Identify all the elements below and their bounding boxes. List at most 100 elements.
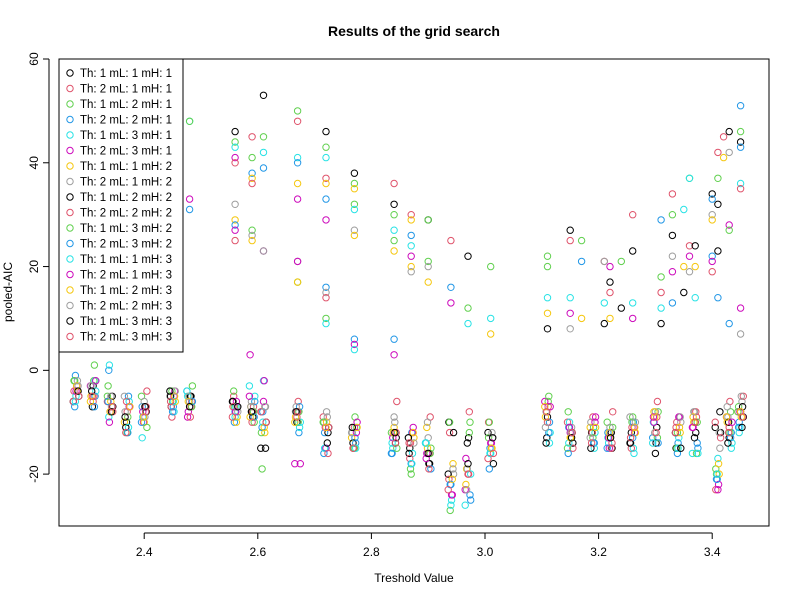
data-point bbox=[693, 418, 701, 426]
legend-label: Th: 1 mL: 3 mH: 2 bbox=[80, 223, 172, 235]
data-point bbox=[350, 205, 359, 214]
data-point bbox=[141, 408, 150, 416]
data-point bbox=[248, 226, 256, 234]
data-point bbox=[734, 423, 743, 432]
data-point bbox=[675, 423, 684, 432]
data-point bbox=[122, 428, 130, 437]
data-point bbox=[465, 428, 473, 437]
data-point bbox=[347, 434, 356, 442]
data-point bbox=[577, 257, 586, 266]
data-point bbox=[606, 278, 614, 286]
data-point bbox=[447, 236, 455, 245]
data-point bbox=[714, 247, 722, 255]
data-point bbox=[171, 397, 180, 406]
data-point bbox=[232, 408, 240, 416]
data-point bbox=[322, 314, 330, 323]
data-point bbox=[322, 294, 330, 302]
data-point bbox=[465, 408, 473, 416]
data-point bbox=[410, 439, 418, 447]
data-point bbox=[591, 423, 600, 432]
data-point bbox=[544, 403, 552, 411]
data-point bbox=[231, 236, 239, 245]
data-point bbox=[231, 200, 239, 209]
data-point bbox=[546, 403, 554, 411]
data-point bbox=[87, 382, 95, 390]
data-point bbox=[725, 319, 733, 328]
legend-marker bbox=[66, 193, 74, 201]
data-point bbox=[407, 216, 415, 224]
data-point bbox=[609, 423, 617, 432]
data-point bbox=[137, 418, 146, 426]
data-point bbox=[407, 268, 415, 276]
data-point bbox=[421, 439, 430, 447]
data-point bbox=[105, 366, 113, 374]
data-point bbox=[728, 439, 736, 447]
legend-label: Th: 2 mL: 3 mH: 2 bbox=[80, 239, 172, 251]
data-point bbox=[248, 179, 256, 188]
data-point bbox=[125, 397, 133, 406]
data-point bbox=[168, 408, 177, 416]
data-point bbox=[714, 174, 722, 183]
data-point bbox=[464, 434, 473, 442]
legend-marker bbox=[66, 224, 74, 232]
data-point bbox=[676, 428, 684, 437]
data-point bbox=[685, 268, 694, 276]
legend-marker bbox=[66, 239, 74, 248]
data-point bbox=[541, 423, 550, 432]
legend-marker bbox=[66, 301, 74, 310]
data-point bbox=[566, 294, 574, 302]
data-point bbox=[736, 138, 745, 146]
data-point bbox=[629, 211, 637, 219]
data-point bbox=[631, 423, 639, 432]
legend-label: Th: 1 mL: 3 mH: 1 bbox=[80, 130, 172, 142]
data-point bbox=[407, 262, 415, 271]
data-point bbox=[708, 211, 716, 219]
data-point bbox=[105, 361, 114, 369]
data-point bbox=[651, 449, 660, 458]
data-point bbox=[390, 247, 398, 255]
data-point bbox=[714, 294, 722, 302]
data-point bbox=[248, 231, 256, 240]
legend-marker bbox=[66, 270, 74, 279]
data-point bbox=[293, 257, 302, 266]
data-point bbox=[75, 392, 83, 400]
data-point bbox=[728, 418, 736, 426]
data-point bbox=[90, 361, 99, 369]
data-point bbox=[657, 304, 665, 312]
data-point bbox=[322, 288, 330, 297]
data-point bbox=[680, 262, 688, 271]
data-point bbox=[649, 413, 658, 421]
data-point bbox=[322, 143, 330, 151]
data-point bbox=[449, 460, 457, 468]
data-point bbox=[724, 428, 733, 437]
data-point bbox=[320, 428, 329, 437]
data-point bbox=[589, 434, 597, 442]
data-point bbox=[485, 418, 493, 426]
legend-label: Th: 1 mL: 3 mH: 3 bbox=[80, 316, 172, 328]
data-point bbox=[608, 439, 616, 447]
data-point bbox=[545, 392, 553, 400]
data-point bbox=[464, 319, 472, 328]
data-point bbox=[296, 418, 304, 426]
data-point bbox=[188, 382, 197, 390]
data-point bbox=[350, 179, 359, 188]
legend-label: Th: 2 mL: 2 mH: 3 bbox=[80, 301, 172, 313]
data-point bbox=[92, 387, 100, 395]
data-point bbox=[124, 428, 132, 437]
data-point bbox=[563, 444, 572, 452]
data-point bbox=[88, 387, 96, 395]
data-point bbox=[320, 449, 328, 458]
x-axis-label: Treshold Value bbox=[374, 571, 454, 585]
data-point bbox=[183, 413, 192, 421]
data-point bbox=[294, 397, 302, 406]
data-point bbox=[564, 408, 572, 416]
data-point bbox=[542, 439, 550, 447]
data-point bbox=[487, 444, 496, 452]
data-point bbox=[586, 423, 594, 432]
data-point bbox=[228, 413, 237, 421]
data-point bbox=[617, 304, 625, 312]
data-point bbox=[606, 262, 614, 271]
legend-marker bbox=[66, 208, 74, 217]
data-point bbox=[71, 403, 79, 411]
